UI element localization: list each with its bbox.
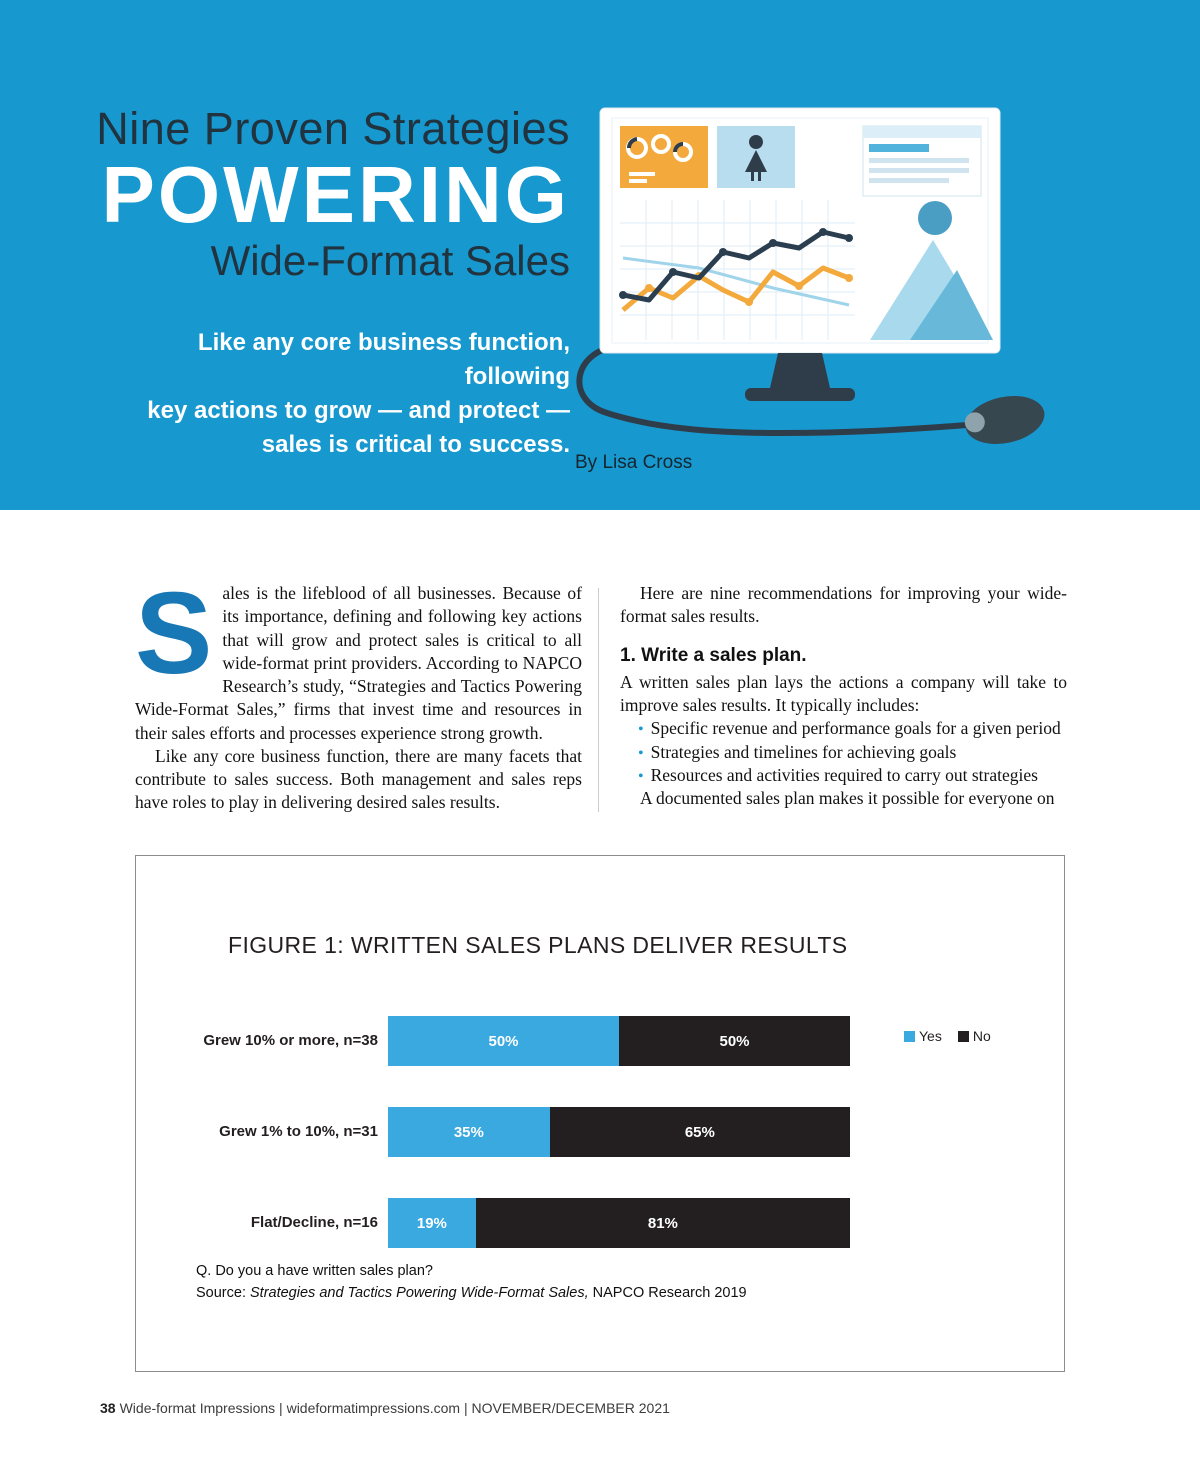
source-title: Strategies and Tactics Powering Wide-For… [250, 1284, 589, 1301]
legend-label: No [972, 1028, 991, 1044]
bullet-icon: • [638, 744, 644, 762]
chart-bar-segment-no: 81% [475, 1198, 850, 1248]
page-footer: 38 Wide-format Impressions | wideformatim… [100, 1400, 670, 1416]
chart-bar-segment-yes: 35% [388, 1107, 550, 1157]
chart-row: Grew 1% to 10%, n=31 35% 65% [136, 1107, 1064, 1157]
list-item: • Resources and activities required to ca… [620, 764, 1067, 787]
chart-rows: Grew 10% or more, n=38 50% 50% Grew 1% to 1… [136, 1016, 1064, 1289]
title-line-3: Wide-Format Sales [210, 237, 570, 285]
chart-bar-segment-no: 65% [549, 1107, 850, 1157]
chart-bar-segment-yes: 50% [388, 1016, 619, 1066]
title-line-1: Nine Proven Strategies [96, 103, 570, 154]
monitor-illustration [565, 100, 1065, 460]
header-banner: Nine Proven Strategies POWERING Wide-For… [0, 0, 1200, 510]
subtitle-line: Like any core business function, followi… [197, 329, 570, 391]
paragraph-text: ales is the lifeblood of all businesses.… [135, 583, 582, 743]
list-item: • Specific revenue and performance goals … [620, 717, 1067, 740]
figure-source: Source: Strategies and Tactics Powering … [196, 1283, 747, 1305]
footer-text: Wide-format Impressions | wideformatimpr… [119, 1400, 670, 1416]
chart-row: Flat/Decline, n=16 19% 81% [136, 1198, 1064, 1248]
paragraph: A documented sales plan makes it possibl… [640, 788, 1055, 809]
article-subtitle: Like any core business function, followi… [100, 326, 570, 462]
legend-item-no: No [957, 1028, 991, 1044]
page-number: 38 [100, 1400, 116, 1416]
screen-grid [620, 200, 855, 340]
list-item: • Strategies and timelines for achieving … [620, 741, 1067, 764]
form-panel [862, 125, 982, 197]
donut-chart-panel [620, 126, 708, 188]
title-line-2: POWERING [101, 149, 570, 239]
monitor-stand [745, 353, 855, 401]
figure-1-box: FIGURE 1: WRITTEN SALES PLANS DELIVER RE… [135, 855, 1065, 1372]
chart-bar-segment-yes: 19% [388, 1198, 476, 1248]
person-panel [717, 126, 795, 188]
drop-cap: S [135, 568, 213, 698]
subtitle-line: sales is critical to success. [261, 431, 570, 459]
right-column: Here are nine recommendations for improv… [620, 582, 1067, 815]
bullet-text: Specific revenue and performance goals f… [650, 718, 1061, 739]
section-heading-1: 1. Write a sales plan. [620, 644, 807, 666]
chart-category-label: Grew 1% to 10%, n=31 [219, 1123, 378, 1141]
mountain-panel [870, 201, 993, 340]
chart-bar-segment-no: 50% [619, 1016, 850, 1066]
column-divider [598, 588, 599, 812]
chart-category-label: Grew 10% or more, n=38 [203, 1032, 378, 1050]
paragraph: A written sales plan lays the actions a … [620, 671, 1067, 716]
source-suffix: NAPCO Research 2019 [588, 1284, 747, 1301]
legend-swatch [904, 1030, 915, 1042]
byline: By Lisa Cross [575, 452, 693, 473]
chart-bar-track: 35% 65% [388, 1107, 850, 1157]
chart-bar-track: 19% 81% [388, 1198, 850, 1248]
chart-bar-track: 50% 50% [388, 1016, 850, 1066]
bullet-text: Resources and activities required to car… [650, 764, 1038, 785]
chart-legend: Yes No [904, 1028, 991, 1044]
bullet-icon: • [638, 721, 644, 739]
paragraph: Like any core business function, there a… [135, 745, 582, 813]
line-chart-panel [619, 228, 853, 312]
mouse-icon [964, 396, 1045, 444]
figure-title: FIGURE 1: WRITTEN SALES PLANS DELIVER RE… [228, 932, 848, 958]
mouse-cable [576, 343, 970, 437]
chart-category-label: Flat/Decline, n=16 [250, 1214, 378, 1232]
chart-row: Grew 10% or more, n=38 50% 50% [136, 1016, 1064, 1066]
legend-label: Yes [919, 1028, 942, 1044]
figure-question: Q. Do you a have written sales plan? [196, 1263, 433, 1279]
bullet-icon: • [638, 767, 644, 785]
article-title: Nine Proven Strategies POWERING Wide-For… [0, 104, 570, 285]
bullet-text: Strategies and timelines for achieving g… [650, 741, 957, 762]
source-prefix: Source: [196, 1284, 250, 1301]
subtitle-line: key actions to grow — and protect — [147, 397, 570, 425]
figure-footer: Q. Do you a have written sales plan? Sou… [196, 1261, 747, 1305]
legend-item-yes: Yes [904, 1028, 942, 1044]
paragraph: Here are nine recommendations for improv… [620, 583, 1067, 627]
legend-swatch [957, 1030, 969, 1042]
